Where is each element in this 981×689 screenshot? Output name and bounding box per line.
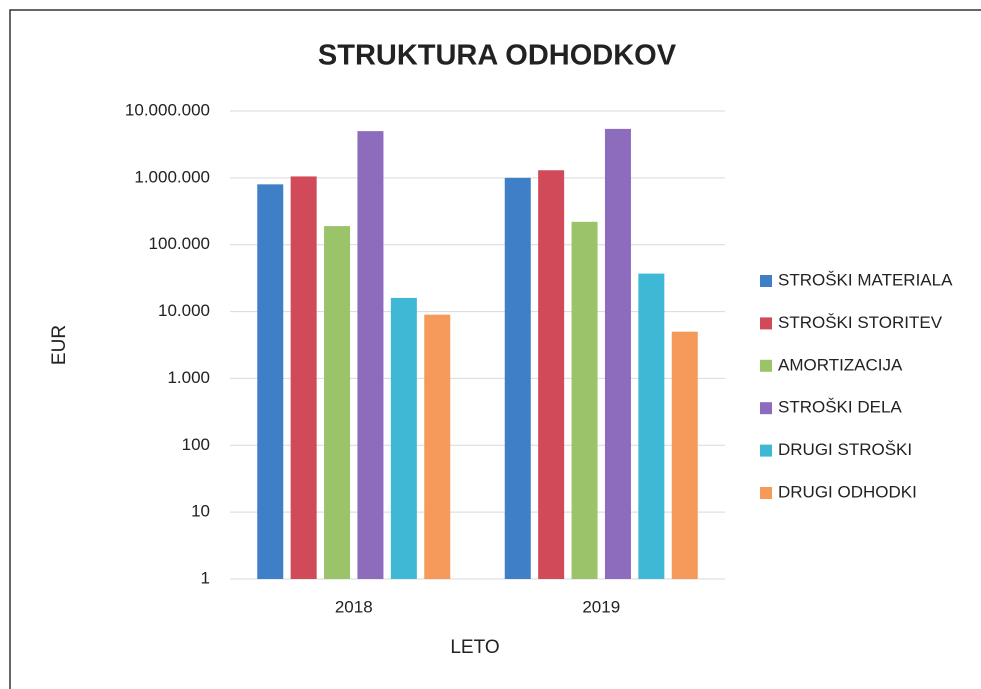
- bar: [257, 184, 284, 579]
- y-tick-label: 100.000: [149, 234, 210, 253]
- bar: [290, 176, 317, 579]
- legend-label: AMORTIZACIJA: [778, 355, 903, 374]
- bar: [638, 273, 665, 579]
- legend-label: DRUGI STROŠKI: [778, 440, 912, 459]
- legend-label: DRUGI ODHODKI: [778, 482, 917, 501]
- y-tick-label: 1.000: [167, 368, 210, 387]
- y-tick-label: 10: [191, 502, 210, 521]
- x-axis-label: LETO: [450, 637, 499, 658]
- bar: [538, 170, 565, 580]
- legend-label: STROŠKI DELA: [778, 398, 902, 417]
- y-tick-label: 1: [201, 568, 210, 587]
- bar: [324, 226, 351, 579]
- y-tick-label: 1.000.000: [134, 167, 210, 186]
- bar: [504, 177, 531, 579]
- chart-title: STRUKTURA ODHODKOV: [318, 40, 677, 72]
- y-axis-label: EUR: [49, 325, 70, 365]
- legend-swatch: [760, 359, 772, 372]
- bar: [571, 221, 598, 580]
- legend-label: STROŠKI STORITEV: [778, 313, 943, 332]
- y-tick-label: 100: [182, 435, 210, 454]
- y-tick-label: 10.000: [158, 301, 210, 320]
- legend-label: STROŠKI MATERIALA: [778, 270, 953, 289]
- bar: [604, 128, 631, 579]
- legend-swatch: [760, 275, 772, 287]
- legend-swatch: [760, 402, 772, 415]
- legend-swatch: [760, 444, 772, 457]
- bar: [424, 314, 451, 579]
- legend-swatch: [760, 487, 772, 499]
- bar: [671, 331, 698, 579]
- y-tick-label: 10.000.000: [125, 100, 210, 119]
- x-tick-label: 2019: [582, 597, 620, 616]
- bar: [390, 297, 417, 579]
- chart-frame: [9, 9, 981, 689]
- bar: [357, 131, 384, 579]
- x-tick-label: 2018: [335, 597, 373, 616]
- legend-swatch: [760, 317, 772, 330]
